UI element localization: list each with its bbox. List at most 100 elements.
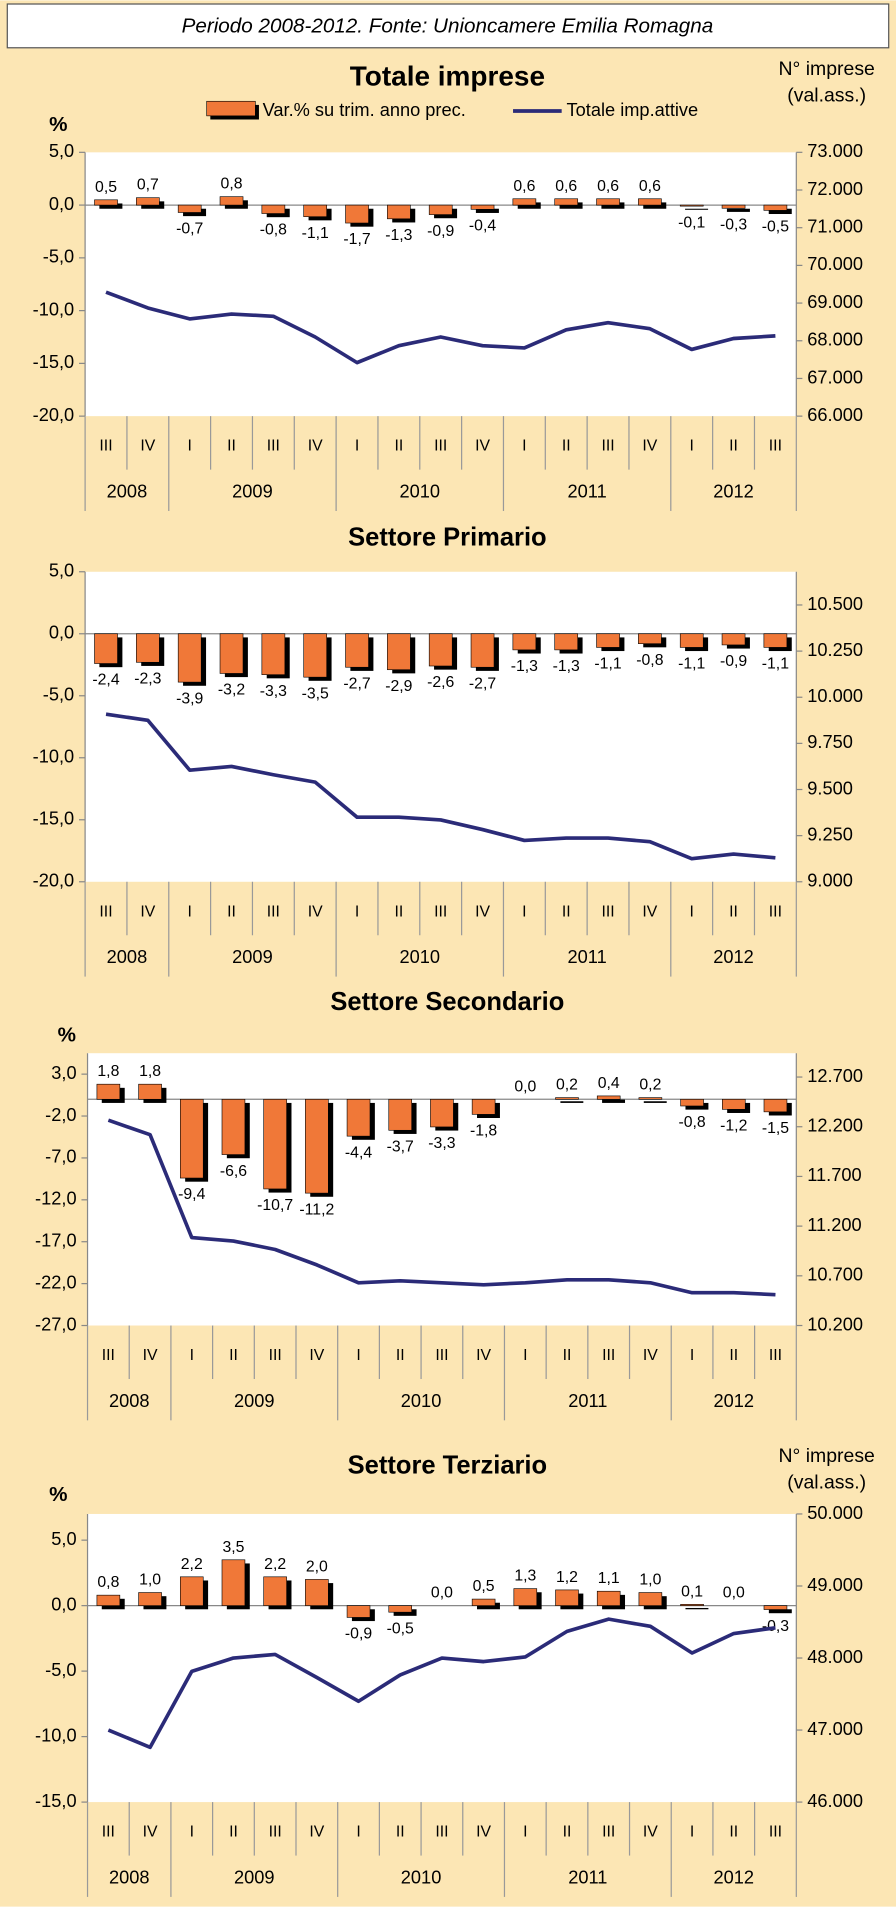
x-tick-label: II xyxy=(227,903,236,920)
x-tick-label: III xyxy=(769,903,782,920)
data-label: -0,4 xyxy=(469,218,496,235)
bar-shadow xyxy=(768,1609,792,1614)
x-tick-label: IV xyxy=(643,1824,658,1841)
y2-tick-label: 50.000 xyxy=(807,1502,863,1523)
bar xyxy=(221,1559,246,1606)
data-label: 1,0 xyxy=(139,1572,161,1589)
data-label: 0,2 xyxy=(639,1077,661,1094)
bar xyxy=(136,197,160,206)
data-label: 0,8 xyxy=(97,1574,119,1591)
data-label: -3,9 xyxy=(176,690,203,707)
x-tick-label: I xyxy=(356,1347,360,1364)
bar xyxy=(679,633,704,648)
year-label: 2010 xyxy=(401,1390,442,1411)
data-label: 1,3 xyxy=(514,1568,536,1585)
data-label: 2,2 xyxy=(264,1556,286,1573)
year-label: 2012 xyxy=(713,481,754,502)
x-tick-label: IV xyxy=(140,438,155,455)
y-tick-label: -22,0 xyxy=(35,1271,77,1292)
x-tick-label: IV xyxy=(309,1824,324,1841)
year-label: 2010 xyxy=(400,481,441,502)
bar-shadow xyxy=(685,208,709,210)
data-label: -9,4 xyxy=(178,1186,205,1203)
data-label: -0,9 xyxy=(345,1626,372,1643)
x-tick-label: I xyxy=(190,1824,194,1841)
x-tick-label: II xyxy=(729,1824,738,1841)
header-box xyxy=(6,3,890,49)
data-label: 3,5 xyxy=(222,1539,244,1556)
year-label: 2011 xyxy=(568,1390,607,1411)
x-tick-label: IV xyxy=(642,903,657,920)
data-label: -3,3 xyxy=(428,1135,455,1152)
data-label: -1,1 xyxy=(678,656,705,673)
y-tick-label: -5,0 xyxy=(43,684,74,705)
header: Periodo 2008-2012. Fonte: Unioncamere Em… xyxy=(182,15,714,38)
y-tick-label: -15,0 xyxy=(35,1790,77,1811)
x-tick-label: III xyxy=(99,903,112,920)
x-tick-label: III xyxy=(602,1347,615,1364)
x-tick-label: II xyxy=(394,438,403,455)
bar xyxy=(388,1605,412,1613)
data-label: -2,7 xyxy=(469,675,496,692)
bar xyxy=(512,198,537,206)
year-label: 2009 xyxy=(234,1866,275,1887)
x-tick-label: III xyxy=(102,1824,115,1841)
y2-tick-label: 9.500 xyxy=(807,777,853,798)
bar xyxy=(387,633,411,671)
y-axis-title: % xyxy=(49,113,67,136)
legend-label: Var.% su trim. anno prec. xyxy=(263,99,466,120)
x-tick-label: III xyxy=(269,1824,282,1841)
bar xyxy=(346,1098,371,1137)
data-label: 0,0 xyxy=(514,1078,536,1095)
x-tick-label: I xyxy=(690,903,694,920)
bar xyxy=(555,1589,579,1606)
x-tick-label: I xyxy=(522,438,526,455)
data-label: 1,0 xyxy=(639,1572,661,1589)
y-tick-label: 0,0 xyxy=(49,622,74,643)
data-label: -0,5 xyxy=(762,219,789,236)
y-tick-label: -12,0 xyxy=(35,1188,77,1209)
line xyxy=(107,1617,776,1750)
bar xyxy=(136,633,160,663)
year-label: 2012 xyxy=(714,1866,755,1887)
year-label: 2011 xyxy=(568,946,607,967)
data-label: -3,2 xyxy=(218,682,245,699)
bar xyxy=(596,1590,621,1606)
x-tick-label: II xyxy=(227,438,236,455)
bar xyxy=(721,633,746,646)
x-tick-label: III xyxy=(435,1347,448,1364)
y2-tick-label: 49.000 xyxy=(807,1574,863,1595)
x-tick-label: I xyxy=(690,438,694,455)
year-label: 2010 xyxy=(400,946,441,967)
data-label: -0,8 xyxy=(260,222,287,239)
bar xyxy=(177,633,202,683)
x-tick-label: IV xyxy=(143,1347,158,1364)
bar xyxy=(513,1588,538,1606)
data-label: -0,9 xyxy=(427,223,454,240)
bar xyxy=(763,204,788,211)
data-label: -0,5 xyxy=(387,1620,414,1637)
y2-tick-label: 46.000 xyxy=(807,1790,863,1811)
bar xyxy=(388,1098,412,1131)
x-tick-label: I xyxy=(690,1824,694,1841)
x-tick-label: IV xyxy=(476,1347,491,1364)
x-tick-label: III xyxy=(601,903,614,920)
data-label: 0,6 xyxy=(639,178,661,195)
data-label: -1,7 xyxy=(343,231,370,248)
x-tick-label: IV xyxy=(475,903,490,920)
year-label: 2008 xyxy=(107,946,148,967)
data-label: 0,0 xyxy=(431,1585,453,1602)
y-tick-label: 0,0 xyxy=(49,193,74,214)
year-label: 2008 xyxy=(109,1866,150,1887)
bar xyxy=(345,633,369,668)
bar-shadow xyxy=(726,208,750,212)
bar xyxy=(261,204,286,214)
y2-tick-label: 73.000 xyxy=(807,140,863,161)
x-tick-label: III xyxy=(267,438,280,455)
y-tick-label: 5,0 xyxy=(49,560,74,581)
chart-title: Settore Primario xyxy=(348,524,547,552)
x-tick-label: III xyxy=(435,1824,448,1841)
bar xyxy=(94,199,118,206)
